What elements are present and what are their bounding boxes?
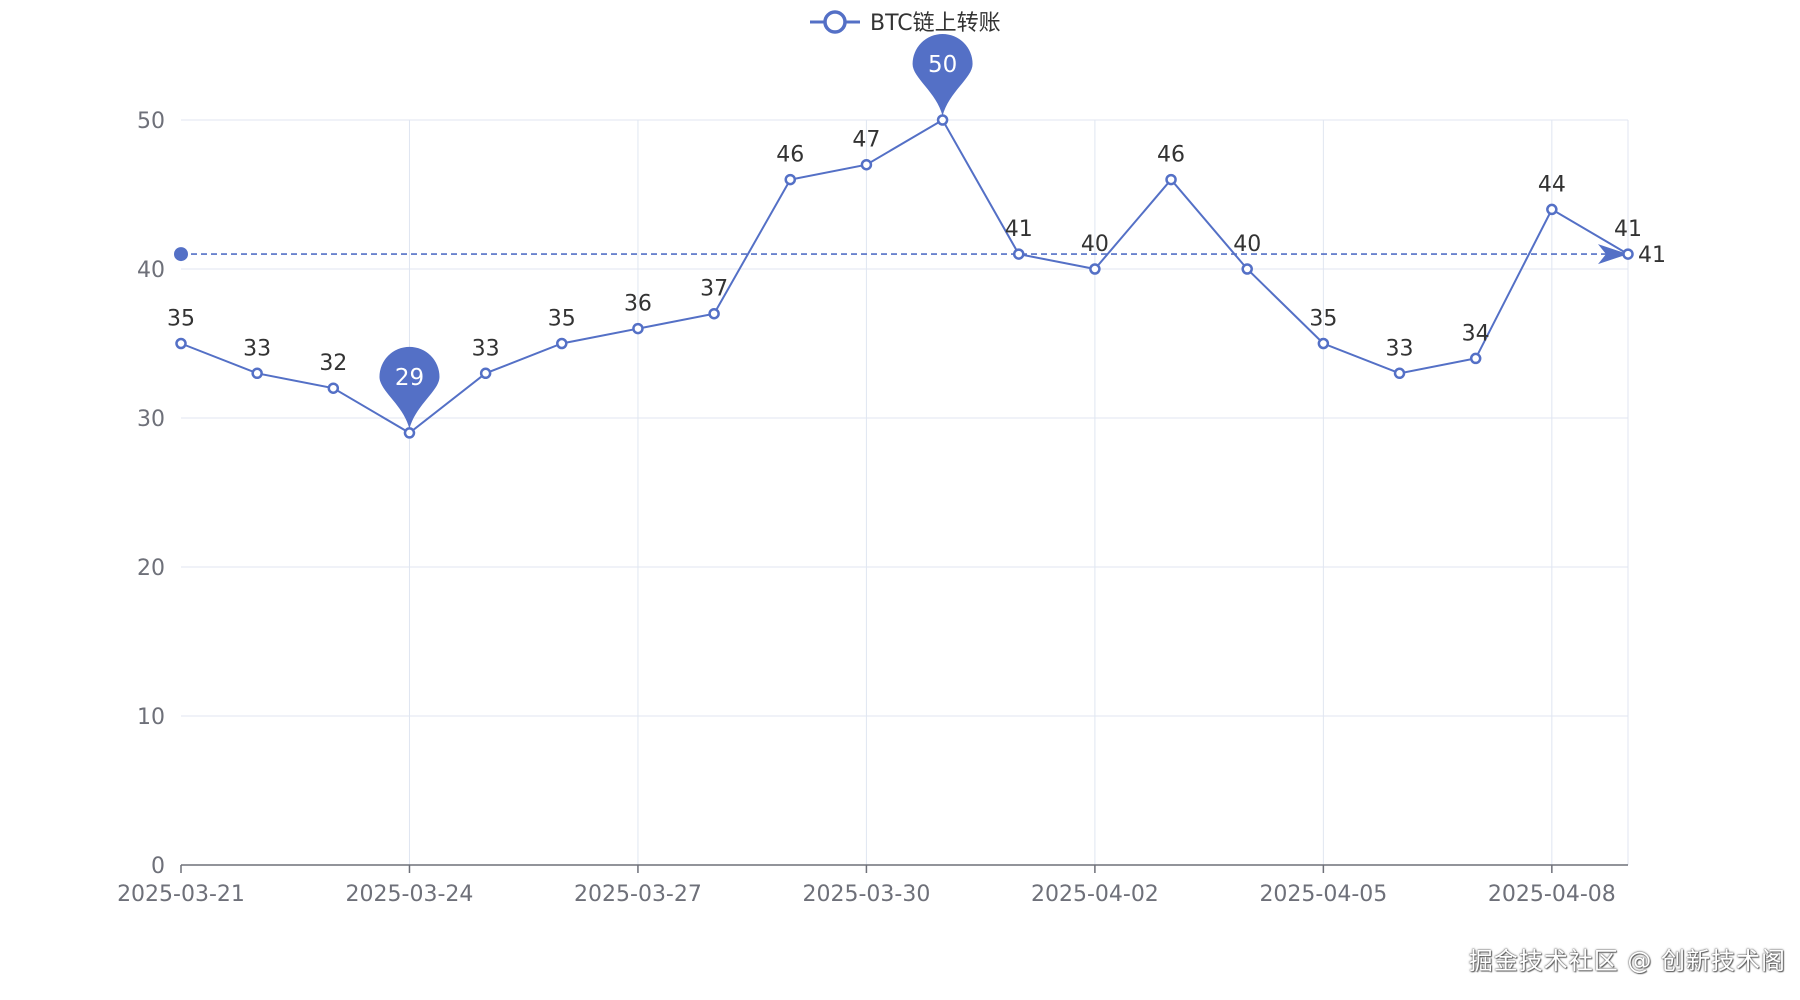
data-point [1393, 367, 1406, 380]
average-line-label: 41 [1638, 243, 1666, 268]
legend-circle-icon [823, 10, 847, 34]
data-label: 33 [1386, 336, 1414, 361]
x-tick-label: 2025-04-05 [1259, 882, 1387, 907]
data-label: 33 [243, 336, 271, 361]
data-point [175, 337, 187, 350]
legend-label: BTC链上转账 [870, 11, 1001, 36]
mark-pin [379, 346, 440, 429]
legend: BTC链上转账 [810, 10, 1001, 36]
data-label: 35 [167, 307, 195, 332]
data-label: 36 [624, 292, 652, 317]
data-point [1089, 263, 1101, 275]
data-label: 34 [1462, 321, 1490, 346]
data-point [1012, 248, 1025, 260]
data-label: 40 [1081, 232, 1109, 257]
min-mark-point: 29 [379, 346, 440, 429]
mark-pin-label: 29 [395, 365, 424, 391]
data-point [479, 367, 492, 380]
y-tick-label: 10 [137, 705, 165, 730]
x-tick-label: 2025-04-02 [1031, 882, 1159, 907]
average-line-start-dot [174, 247, 188, 262]
data-point [708, 307, 720, 320]
data-point [1165, 173, 1177, 186]
data-label: 33 [472, 336, 500, 361]
data-point [784, 173, 797, 186]
y-tick-label: 30 [137, 407, 165, 432]
data-point [327, 382, 340, 394]
data-point [251, 367, 263, 380]
data-point [632, 322, 644, 335]
data-point [1622, 248, 1634, 260]
data-point [1317, 337, 1330, 350]
data-point [556, 337, 568, 350]
data-point [1469, 352, 1482, 365]
x-tick-label: 2025-03-27 [574, 882, 702, 907]
data-point [1241, 263, 1253, 275]
series-line [180, 118, 1629, 435]
data-label: 37 [700, 277, 728, 302]
x-tick-label: 2025-03-21 [117, 882, 245, 907]
max-mark-point: 50 [912, 34, 973, 117]
data-label: 35 [1309, 307, 1337, 332]
data-point [403, 427, 416, 439]
x-tick-label: 2025-03-30 [802, 882, 930, 907]
y-tick-label: 20 [137, 556, 165, 581]
x-tick-label: 2025-03-24 [346, 882, 474, 907]
data-label: 32 [319, 351, 347, 376]
data-label: 41 [1005, 217, 1033, 242]
watermark: 掘金技术社区 @ 创新技术阁 [1468, 947, 1786, 975]
data-point [936, 114, 949, 126]
data-label: 35 [548, 307, 576, 332]
data-label: 41 [1614, 217, 1642, 242]
y-tick-label: 50 [137, 109, 165, 134]
data-label: 46 [1157, 143, 1185, 168]
data-label: 44 [1538, 172, 1566, 197]
data-point [860, 158, 873, 171]
y-tick-label: 0 [151, 854, 165, 879]
average-line-arrow [1598, 244, 1628, 265]
x-tick-label: 2025-04-08 [1488, 882, 1616, 907]
data-label: 47 [852, 128, 880, 153]
mark-pin [912, 34, 973, 117]
y-tick-label: 40 [137, 258, 165, 283]
data-label: 40 [1233, 232, 1261, 257]
data-point [1546, 203, 1558, 216]
mark-pin-label: 50 [928, 52, 957, 78]
data-label: 46 [776, 143, 804, 168]
